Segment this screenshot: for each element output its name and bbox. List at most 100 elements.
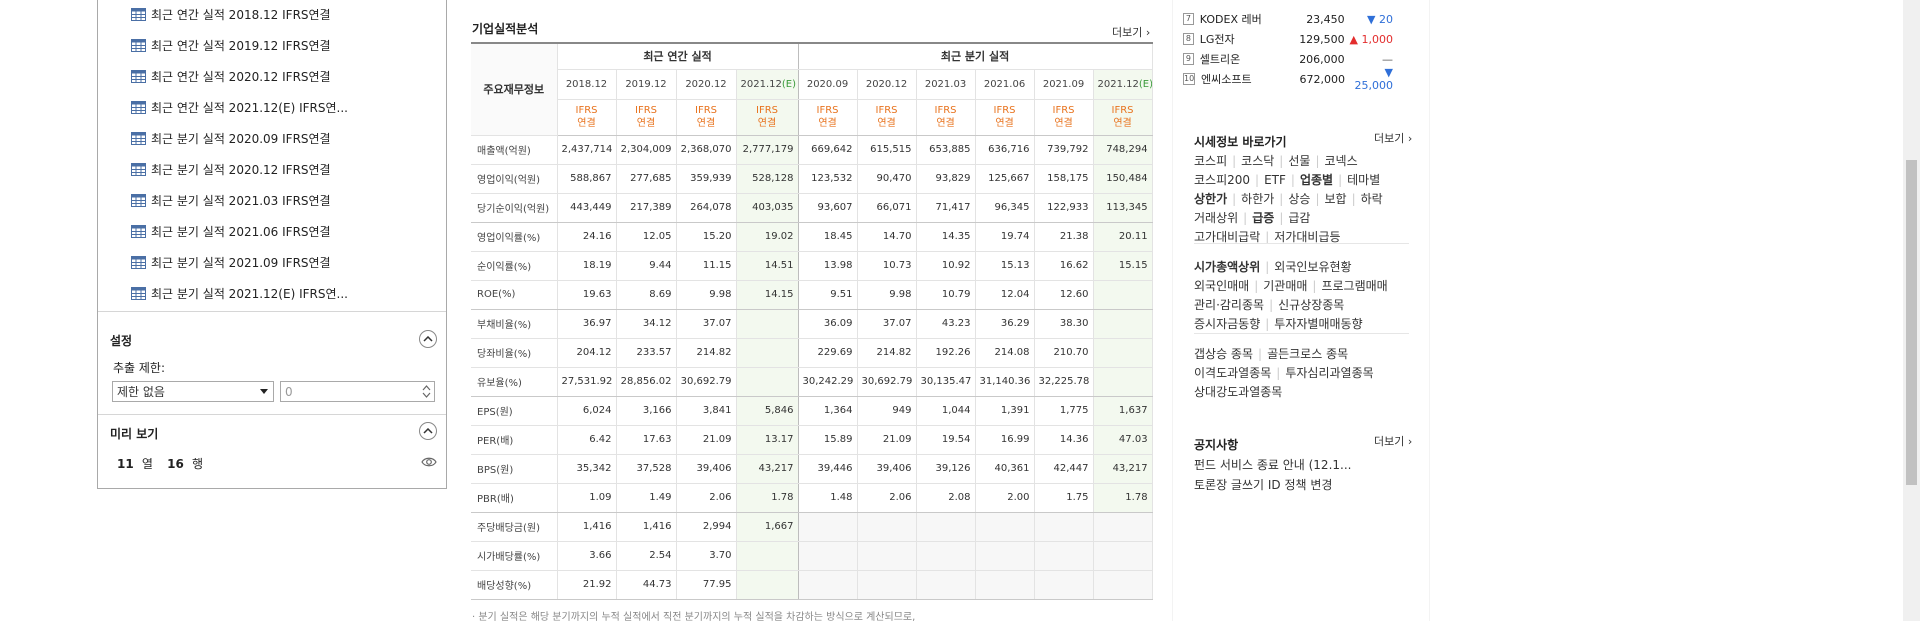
report-item[interactable]: 최근 분기 실적 2021.09 IFRS연결 — [131, 251, 331, 273]
ifrs-line1: IFRS — [575, 105, 598, 116]
market-link[interactable]: 이격도과열종목 — [1194, 366, 1272, 380]
market-link[interactable]: 코스닥 — [1241, 154, 1275, 168]
period-header: 2021.12(E) — [736, 69, 799, 100]
market-link[interactable]: 하락 — [1360, 192, 1383, 206]
page-scrollbar[interactable] — [1903, 0, 1920, 621]
market-link[interactable]: 신규상장종목 — [1278, 298, 1345, 312]
market-link[interactable]: 코스피 — [1194, 154, 1228, 168]
report-item[interactable]: 최근 분기 실적 2021.12(E) IFRS연... — [131, 282, 348, 304]
notice-item[interactable]: 펀드 서비스 종료 안내 (12.1... — [1194, 458, 1352, 472]
market-link[interactable]: 선물 — [1288, 154, 1311, 168]
table-cell: 359,939 — [676, 164, 737, 194]
market-link[interactable]: 골든크로스 종목 — [1267, 347, 1349, 361]
market-link[interactable]: 하한가 — [1241, 192, 1275, 206]
market-link[interactable]: 보합 — [1324, 192, 1347, 206]
market-link[interactable]: 프로그램매매 — [1321, 279, 1388, 293]
table-cell: 17.63 — [616, 425, 677, 455]
stock-name[interactable]: KODEX 레버 — [1199, 13, 1262, 26]
market-link[interactable]: 거래상위 — [1194, 211, 1239, 225]
report-item[interactable]: 최근 분기 실적 2020.09 IFRS연결 — [131, 127, 331, 149]
table-cell: 2,304,009 — [616, 135, 677, 165]
period-header: 2019.12 — [616, 69, 677, 100]
preview-collapse-button[interactable] — [419, 422, 437, 440]
market-link[interactable]: 업종별 — [1299, 173, 1334, 187]
market-link[interactable]: 테마별 — [1347, 173, 1381, 187]
stock-name[interactable]: 셀트리온 — [1199, 53, 1241, 66]
scrollbar-thumb[interactable] — [1906, 160, 1917, 485]
market-link[interactable]: 상대강도과열종목 — [1194, 385, 1283, 399]
market-link[interactable]: 급증 — [1252, 211, 1275, 225]
market-link[interactable]: 투자자별매매동향 — [1274, 317, 1363, 331]
estimate-mark: (E) — [1138, 78, 1153, 90]
table-cell: 16.99 — [975, 425, 1035, 455]
table-cell: 34.12 — [616, 309, 677, 339]
report-item[interactable]: 최근 분기 실적 2021.03 IFRS연결 — [131, 189, 331, 211]
preview-size: 11 열 16 행 — [117, 455, 207, 472]
stock-name[interactable]: 엔씨소프트 — [1201, 73, 1252, 86]
notice-item[interactable]: 토론장 글쓰기 ID 정책 변경 — [1194, 478, 1333, 492]
market-link-line: 코스피 | 코스닥 | 선물 | 코넥스 — [1194, 152, 1358, 169]
market-link[interactable]: 투자심리과열종목 — [1285, 366, 1374, 380]
market-link[interactable]: 갭상승 종목 — [1194, 347, 1254, 361]
table-row: PBR(배) 1.09 1.49 2.06 1.78 1.48 2.06 2.08 2.00 1.… — [471, 483, 1153, 513]
report-item[interactable]: 최근 연간 실적 2019.12 IFRS연결 — [131, 34, 331, 56]
table-cell: 15.89 — [798, 425, 858, 455]
financials-more-link[interactable]: 더보기 › — [1112, 24, 1150, 40]
stock-row[interactable]: 8 LG전자 129,500 ▲ 1,000 — [1183, 30, 1393, 48]
ifrs-line1: IFRS — [1111, 105, 1134, 116]
report-item[interactable]: 최근 분기 실적 2020.12 IFRS연결 — [131, 158, 331, 180]
ifrs-badge: IFRS 연결 — [916, 99, 976, 136]
table-cell — [736, 570, 799, 600]
notices-more-link[interactable]: 더보기 › — [1374, 435, 1413, 448]
report-item[interactable]: 최근 연간 실적 2020.12 IFRS연결 — [131, 65, 331, 87]
limit-select[interactable]: 제한 없음 — [112, 381, 274, 402]
market-link[interactable]: 고가대비급락 — [1194, 230, 1261, 244]
table-cell: 1.78 — [1093, 483, 1153, 513]
table-cell: 6.42 — [557, 425, 617, 455]
period-label: 2020.12 — [685, 78, 727, 90]
report-item-label: 최근 분기 실적 2021.06 IFRS연결 — [151, 224, 331, 239]
stock-row[interactable]: 7 KODEX 레버 23,450 ▼ 20 — [1183, 10, 1393, 28]
market-link[interactable]: 증시자금동향 — [1194, 317, 1261, 331]
header-group-row: 주요재무정보 최근 연간 실적 최근 분기 실적 — [471, 42, 1153, 136]
market-link[interactable]: ETF — [1264, 173, 1286, 187]
table-cell: 21.92 — [557, 570, 617, 600]
market-link[interactable]: 기관매매 — [1263, 279, 1308, 293]
market-link[interactable]: 시가총액상위 — [1194, 260, 1261, 274]
link-separator: | — [1276, 366, 1281, 380]
market-link[interactable]: 저가대비급등 — [1274, 230, 1341, 244]
table-cell: 636,716 — [975, 135, 1035, 165]
table-cell: 2,368,070 — [676, 135, 737, 165]
table-cell: 2.08 — [916, 483, 976, 513]
table-cell: 39,406 — [676, 454, 737, 484]
table-cell: 40,361 — [975, 454, 1035, 484]
table-row: BPS(원) 35,342 37,528 39,406 43,217 39,446 39,4… — [471, 454, 1153, 484]
market-link[interactable]: 코넥스 — [1324, 154, 1358, 168]
limit-number-input[interactable]: 0 — [280, 381, 435, 402]
report-item[interactable]: 최근 분기 실적 2021.06 IFRS연결 — [131, 220, 331, 242]
eye-icon[interactable] — [421, 456, 437, 468]
stock-name[interactable]: LG전자 — [1199, 33, 1235, 46]
report-item[interactable]: 최근 연간 실적 2018.12 IFRS연결 — [131, 3, 331, 25]
stock-row[interactable]: 10 엔씨소프트 672,000 ▼ 25,000 — [1183, 66, 1393, 92]
report-item[interactable]: 최근 연간 실적 2021.12(E) IFRS연... — [131, 96, 348, 118]
table-icon — [131, 162, 146, 176]
period-header: 2020.09 — [798, 69, 858, 100]
market-link[interactable]: 외국인보유현황 — [1274, 260, 1352, 274]
row-label: EPS(원) — [471, 396, 558, 426]
market-link[interactable]: 급감 — [1288, 211, 1311, 225]
market-link[interactable]: 상한가 — [1194, 192, 1228, 206]
spinner-arrows-icon[interactable] — [422, 384, 431, 399]
market-links-more-link[interactable]: 더보기 › — [1374, 132, 1413, 145]
table-cell — [1093, 367, 1153, 397]
stock-rank: 8 — [1183, 33, 1194, 45]
stock-row[interactable]: 9 셀트리온 206,000 — — [1183, 50, 1393, 68]
table-cell: 14.35 — [916, 222, 976, 252]
market-link[interactable]: 코스피200 — [1194, 173, 1251, 187]
settings-collapse-button[interactable] — [419, 330, 437, 348]
market-link[interactable]: 상승 — [1288, 192, 1311, 206]
table-cell: 214.08 — [975, 338, 1035, 368]
market-link[interactable]: 외국인매매 — [1194, 279, 1250, 293]
market-link-line: 고가대비급락 | 저가대비급등 — [1194, 228, 1341, 245]
market-link[interactable]: 관리·감리종목 — [1194, 298, 1265, 312]
